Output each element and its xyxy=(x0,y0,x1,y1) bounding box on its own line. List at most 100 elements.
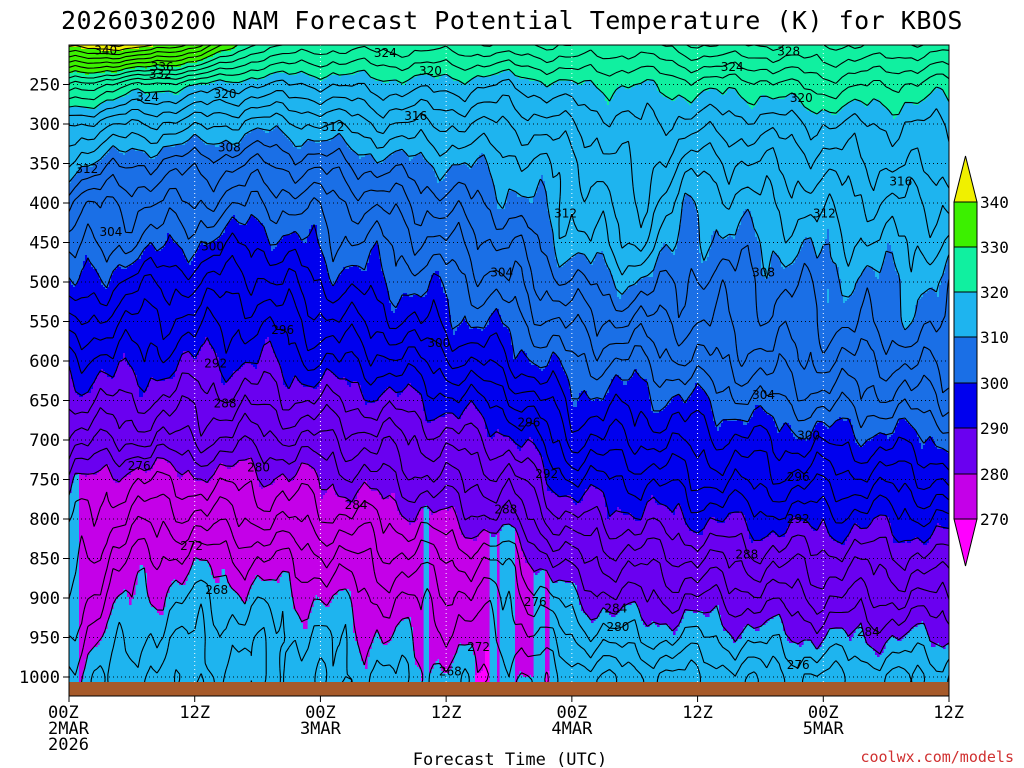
color-band-segment xyxy=(823,45,826,111)
color-band-segment xyxy=(589,45,592,81)
color-band-segment xyxy=(245,461,248,601)
color-band-segment xyxy=(917,45,920,105)
color-band-segment xyxy=(115,73,118,99)
color-band-segment xyxy=(921,449,924,543)
color-band-segment xyxy=(893,433,896,543)
color-band-segment xyxy=(663,409,666,505)
color-band-segment xyxy=(887,109,890,243)
color-band-segment xyxy=(881,45,884,105)
color-band-segment xyxy=(269,131,272,245)
color-band-segment xyxy=(545,87,548,191)
color-band-segment xyxy=(579,393,582,503)
color-band-segment xyxy=(91,167,94,267)
color-band-segment xyxy=(723,95,726,239)
color-band-segment xyxy=(879,273,882,433)
color-band-segment xyxy=(263,131,266,227)
color-band-segment xyxy=(281,45,284,73)
color-band-segment xyxy=(269,75,272,131)
color-band-segment xyxy=(545,367,548,481)
color-band-segment xyxy=(475,45,478,77)
color-band-segment xyxy=(171,379,174,465)
color-band-segment xyxy=(665,45,668,97)
color-band-segment xyxy=(341,497,344,591)
contour-label: 284 xyxy=(604,601,627,615)
color-band-segment xyxy=(929,539,932,641)
color-band-segment xyxy=(437,271,440,417)
color-band-segment xyxy=(385,45,388,83)
color-band-segment xyxy=(805,521,808,639)
color-band-segment xyxy=(323,495,326,605)
color-band-segment xyxy=(707,45,710,91)
color-band-segment xyxy=(287,75,290,139)
color-band-segment xyxy=(675,395,678,509)
color-band-segment xyxy=(643,277,646,379)
legend-label: 280 xyxy=(980,465,1009,484)
color-band-segment xyxy=(191,475,194,565)
color-band-segment xyxy=(87,259,90,393)
contour-label: 276 xyxy=(787,658,810,672)
color-band-segment xyxy=(689,105,692,195)
color-band-segment xyxy=(543,181,546,369)
color-band-segment xyxy=(277,45,280,73)
color-band-segment xyxy=(619,85,622,299)
color-band-segment xyxy=(275,247,278,357)
color-band-segment xyxy=(173,95,176,147)
color-band-segment xyxy=(73,71,76,107)
color-band-segment xyxy=(715,521,718,607)
color-band-segment xyxy=(907,423,910,543)
color-band-segment xyxy=(851,101,854,295)
color-band-segment xyxy=(887,439,890,517)
color-band-segment xyxy=(261,351,264,489)
color-band-segment xyxy=(573,45,576,83)
color-band-segment xyxy=(609,45,612,101)
contour-label: 284 xyxy=(857,625,880,639)
color-band-segment xyxy=(859,45,862,101)
color-band-segment xyxy=(697,385,700,535)
color-band-segment xyxy=(291,481,294,597)
color-band-segment xyxy=(893,543,896,637)
color-band-segment xyxy=(85,393,88,477)
color-band-segment xyxy=(371,491,374,643)
color-band-segment xyxy=(817,45,820,113)
color-band-segment xyxy=(301,73,304,147)
color-band-segment xyxy=(833,423,836,541)
contour-label: 316 xyxy=(404,109,427,123)
color-band-segment xyxy=(365,405,368,481)
color-band-segment xyxy=(293,147,296,231)
color-band-segment xyxy=(393,45,396,79)
color-band-segment xyxy=(791,93,794,265)
color-band-segment xyxy=(653,45,656,81)
y-tick-label: 750 xyxy=(29,471,60,491)
color-band-segment xyxy=(447,413,450,511)
color-band-segment xyxy=(131,49,134,69)
grid-lines-layer xyxy=(69,45,949,696)
color-band-segment xyxy=(365,481,368,669)
color-band-segment xyxy=(603,45,606,95)
color-band-segment xyxy=(397,397,400,511)
color-band-segment xyxy=(247,79,250,133)
color-band-segment xyxy=(329,45,332,75)
contour-label: 280 xyxy=(606,620,629,634)
color-band-segment xyxy=(555,45,558,83)
color-band-segment xyxy=(745,45,748,101)
color-band-segment xyxy=(637,373,640,521)
color-band-segment xyxy=(677,505,680,627)
color-band-segment xyxy=(761,269,764,407)
color-band-segment xyxy=(711,517,714,611)
color-band-segment xyxy=(387,83,390,157)
color-band-segment xyxy=(99,279,102,373)
color-band-segment xyxy=(667,247,670,405)
color-band-segment xyxy=(137,89,140,151)
color-band-segment xyxy=(285,387,288,477)
color-band-segment xyxy=(651,495,654,621)
color-band-segment xyxy=(625,515,628,605)
color-band-segment xyxy=(253,367,256,465)
color-band-segment xyxy=(495,309,498,433)
color-band-segment xyxy=(121,51,124,71)
color-band-segment xyxy=(403,519,406,619)
color-band-segment xyxy=(607,269,610,393)
color-band-segment xyxy=(103,73,106,103)
color-band-segment xyxy=(733,45,736,89)
color-band-segment xyxy=(821,519,824,643)
color-band-segment xyxy=(113,51,116,73)
